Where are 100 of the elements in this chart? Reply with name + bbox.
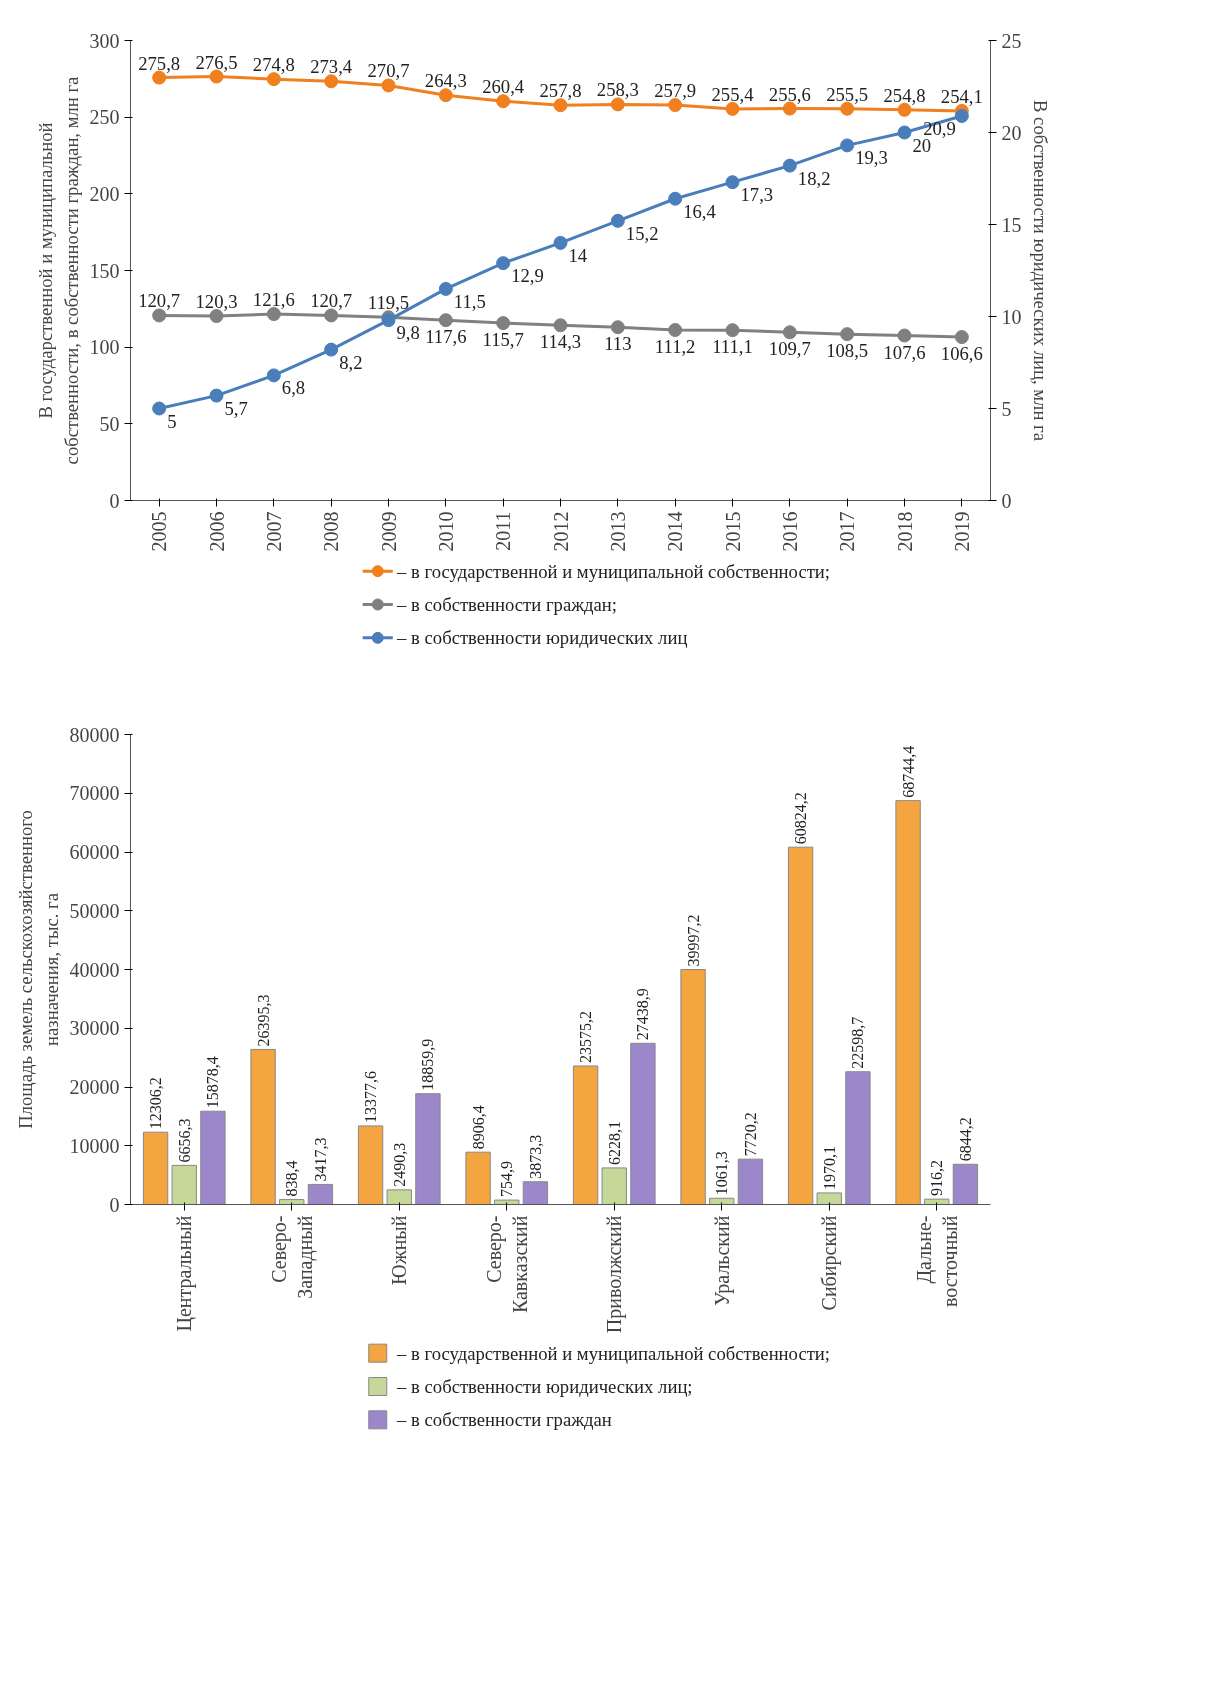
x-tick-label: 2008 — [320, 511, 343, 552]
data-label: 68744,4 — [899, 745, 917, 798]
data-label: 39997,2 — [684, 914, 702, 967]
y-tick-label: 0 — [109, 1193, 120, 1216]
bar — [787, 846, 814, 1205]
data-label: 11,5 — [453, 290, 486, 312]
data-label: 1061,3 — [713, 1151, 731, 1196]
data-label: 26395,3 — [254, 994, 272, 1047]
data-label: 117,6 — [425, 326, 467, 348]
data-label: 107,6 — [883, 341, 926, 363]
point — [668, 191, 683, 206]
bar — [680, 969, 706, 1205]
bar — [307, 1183, 334, 1205]
legend-label: – в собственности граждан; — [396, 594, 618, 615]
x-tick-label: 2011 — [492, 511, 515, 551]
data-label: 838,4 — [283, 1160, 301, 1197]
x-tick-label: 2012 — [549, 511, 572, 552]
data-label: 9,8 — [396, 322, 420, 344]
x-tick-label: 2006 — [205, 511, 228, 552]
bar — [952, 1163, 979, 1205]
y-tick-label: 150 — [89, 259, 120, 282]
y2-tick-label: 5 — [1001, 397, 1012, 420]
data-label: 119,5 — [367, 292, 410, 314]
data-label: 19,3 — [855, 147, 888, 169]
bar — [630, 1042, 656, 1205]
point — [553, 235, 568, 250]
y-tick-label: 60000 — [69, 841, 120, 863]
x-tick-label: Центральный — [173, 1215, 197, 1332]
bar — [171, 1164, 197, 1205]
point — [725, 175, 740, 190]
y2-tick-label: 25 — [1001, 29, 1022, 52]
data-label: 257,9 — [654, 80, 697, 102]
bar — [924, 1198, 950, 1205]
y2-tick-label: 15 — [1001, 213, 1022, 236]
y-tick-label: 70000 — [69, 782, 120, 805]
point — [152, 401, 167, 416]
data-label: 264,3 — [424, 70, 467, 92]
x-tick-label: Сибирский — [818, 1215, 842, 1311]
data-label: 275,8 — [138, 52, 181, 74]
point — [496, 316, 511, 331]
x-tick-label: Дальне- восточный — [912, 1215, 961, 1308]
y-axis-title: В государственной и муниципальной собственности, в собственности граждан, млн га — [35, 75, 82, 465]
data-label: 106,6 — [940, 343, 983, 365]
point — [668, 323, 683, 337]
x-tick-label: 2009 — [377, 511, 400, 552]
data-label: 120,7 — [138, 290, 181, 312]
y-tick-label: 20000 — [69, 1076, 120, 1098]
data-label: 255,6 — [768, 83, 811, 105]
data-label: 60824,2 — [792, 792, 810, 845]
legend-label: – в собственности юридических лиц; — [396, 1376, 693, 1397]
data-label: 258,3 — [596, 79, 639, 101]
bar — [279, 1199, 305, 1205]
x-tick-label: Приволжский — [603, 1215, 627, 1334]
x-tick-label: Южный — [388, 1215, 411, 1285]
data-label: 18,2 — [797, 167, 831, 189]
y-tick-label: 40000 — [69, 958, 120, 981]
bar — [709, 1197, 735, 1205]
y-tick-label: 50000 — [69, 899, 120, 922]
legend-label: – в государственной и муниципальной собственности; — [396, 1342, 831, 1364]
x-tick-label: 2007 — [262, 511, 285, 552]
y2-tick-label: 20 — [1001, 121, 1022, 144]
y-axis-title: Площадь земель сельскохозяйственного назначения, тыс. га — [15, 810, 62, 1129]
bar — [250, 1048, 276, 1205]
bar — [142, 1131, 169, 1205]
x-tick-label: Северо- Западный — [267, 1215, 317, 1299]
data-label: 121,6 — [252, 289, 295, 311]
bar — [845, 1071, 871, 1205]
data-label: 254,1 — [940, 85, 983, 107]
data-label: 255,4 — [711, 83, 755, 105]
x-tick-label: 2013 — [606, 511, 629, 552]
data-label: 273,4 — [310, 56, 353, 78]
data-label: 260,4 — [482, 76, 525, 98]
data-label: 27438,9 — [634, 988, 652, 1041]
x-tick-label: 2019 — [950, 511, 973, 552]
x-tick-label: 2018 — [893, 511, 916, 552]
data-label: 916,2 — [928, 1160, 946, 1197]
point — [954, 330, 969, 345]
data-label: 5 — [167, 410, 177, 432]
data-label: 15,2 — [625, 222, 659, 244]
x-tick-label: 2005 — [148, 511, 171, 552]
data-label: 16,4 — [683, 200, 717, 222]
point — [324, 342, 339, 357]
point — [782, 325, 797, 340]
point — [438, 313, 453, 328]
bar — [200, 1110, 226, 1205]
data-label: 2490,3 — [390, 1142, 408, 1187]
data-label: 12306,2 — [147, 1077, 165, 1130]
data-label: 15878,4 — [204, 1056, 222, 1109]
y-tick-label: 250 — [89, 106, 120, 129]
data-label: 114,3 — [539, 331, 582, 353]
data-label: 111,2 — [654, 335, 696, 357]
point — [438, 281, 453, 296]
data-label: 276,5 — [195, 51, 238, 73]
bar — [816, 1192, 842, 1205]
x-tick-label: 2014 — [664, 511, 687, 552]
point — [266, 368, 281, 383]
y-tick-label: 300 — [89, 29, 120, 52]
data-label: 111,1 — [712, 336, 753, 358]
legend-label: – в собственности граждан — [396, 1409, 612, 1431]
data-label: 3417,3 — [311, 1137, 329, 1182]
